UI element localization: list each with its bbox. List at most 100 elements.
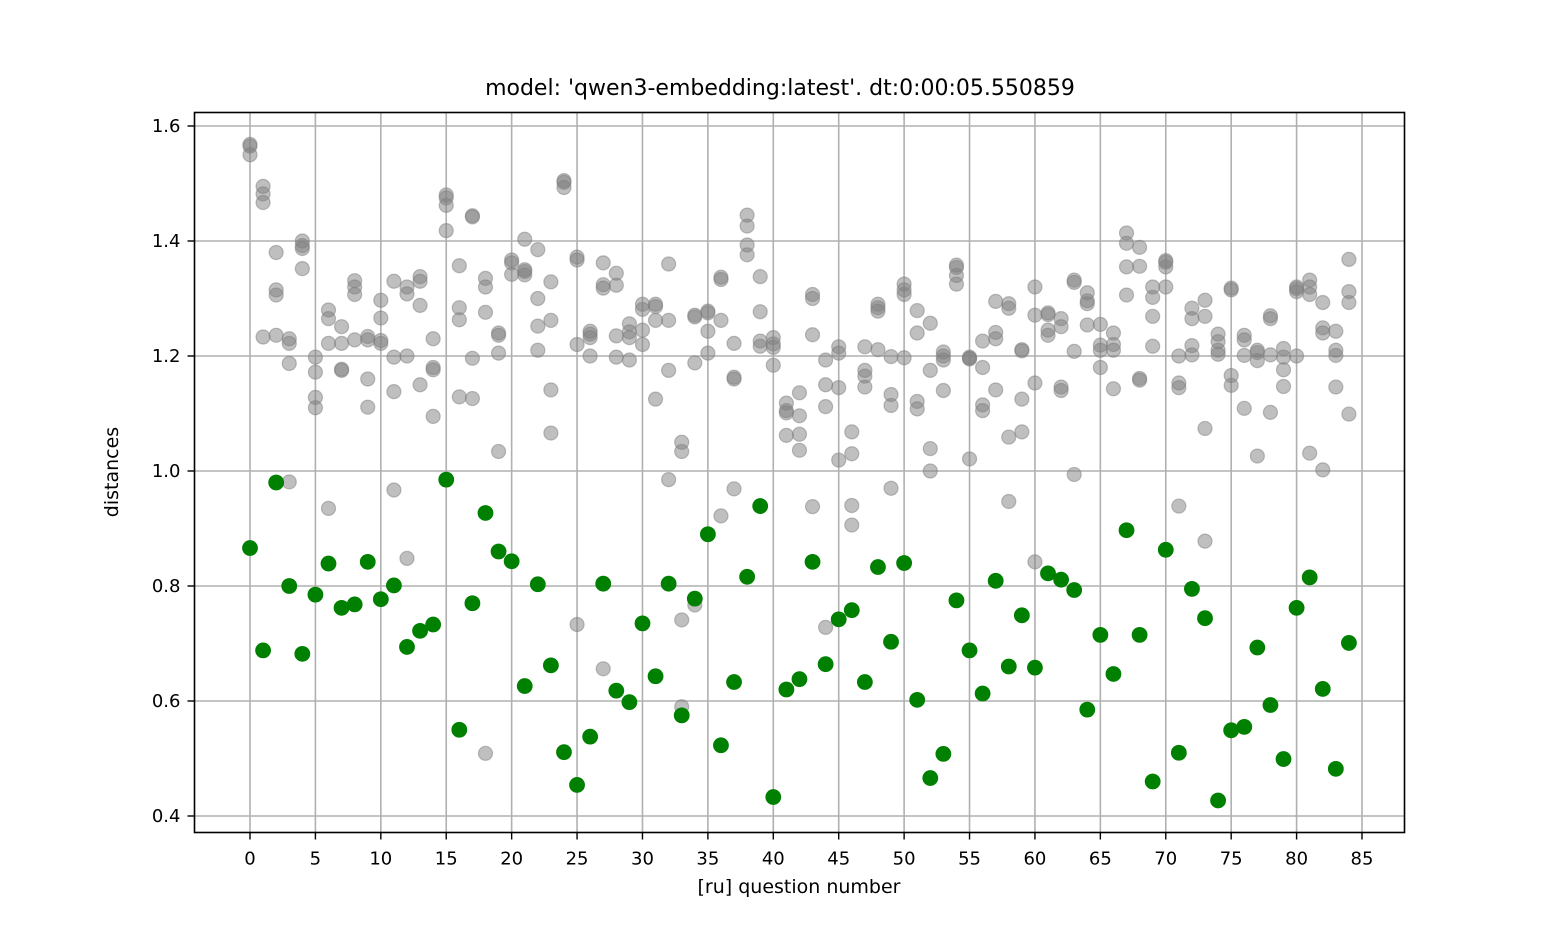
green-data-point	[529, 576, 546, 593]
gray-data-point	[791, 385, 808, 401]
gray-data-point	[1118, 235, 1135, 251]
gray-data-point	[661, 472, 677, 488]
gray-data-point	[739, 247, 755, 263]
green-data-point	[268, 474, 285, 491]
green-data-point	[686, 590, 703, 607]
gray-data-point	[608, 349, 624, 365]
gray-data-point	[412, 297, 428, 313]
green-data-point	[1027, 659, 1043, 676]
x-tick-label: 60	[1023, 849, 1046, 870]
x-tick-label: 30	[631, 849, 654, 870]
green-data-point	[1157, 541, 1174, 558]
gray-data-point	[242, 147, 258, 163]
gray-data-point	[870, 342, 886, 358]
gray-data-point	[268, 327, 284, 343]
gray-data-point	[464, 350, 480, 366]
green-data-point	[1053, 571, 1070, 588]
gray-data-point	[818, 377, 834, 393]
x-tick-label: 75	[1220, 849, 1243, 870]
gray-data-point	[412, 273, 428, 289]
green-data-point	[582, 728, 599, 745]
y-axis-ticks: 0.4 0.6 0.8 1.0 1.2 1.4 1.6	[152, 116, 195, 827]
x-tick-label: 15	[435, 849, 458, 870]
gray-data-point	[713, 271, 729, 288]
gray-data-point	[1328, 379, 1344, 395]
gray-data-point	[1092, 342, 1108, 358]
gray-data-point	[307, 349, 324, 365]
green-data-point	[948, 592, 965, 609]
gray-data-point	[360, 371, 376, 387]
gray-data-point	[700, 323, 716, 339]
gray-data-point	[661, 312, 677, 328]
gray-data-point	[804, 327, 821, 343]
green-data-point	[752, 498, 769, 514]
gray-data-point	[1302, 445, 1318, 461]
gray-data-point	[857, 339, 873, 355]
green-data-point	[922, 770, 939, 786]
gray-data-point	[477, 279, 494, 295]
gray-data-point	[1262, 311, 1279, 327]
green-data-point	[595, 575, 612, 592]
gray-data-point	[556, 179, 572, 196]
x-tick-label: 40	[762, 849, 785, 870]
gray-data-point	[1341, 294, 1357, 311]
green-data-point	[726, 674, 742, 690]
gray-data-point	[634, 301, 651, 318]
gray-data-point	[844, 424, 860, 440]
gray-data-point	[661, 362, 677, 378]
gray-data-point	[1262, 347, 1279, 363]
grid-lines	[194, 112, 1405, 833]
gray-data-point	[961, 351, 978, 367]
gray-data-point	[1053, 319, 1069, 335]
gray-data-point	[765, 357, 781, 373]
green-data-point	[542, 657, 559, 674]
gray-data-point	[1197, 533, 1213, 549]
gray-data-point	[1105, 342, 1122, 358]
green-data-point	[673, 707, 690, 724]
y-tick-label: 0.8	[152, 576, 181, 597]
gray-data-point	[713, 508, 729, 524]
green-data-point	[935, 746, 952, 762]
green-data-point	[1040, 565, 1056, 582]
gray-data-point	[360, 399, 376, 415]
green-data-point	[1197, 610, 1213, 627]
gray-data-point	[1223, 377, 1239, 393]
gray-data-point	[961, 451, 978, 467]
gray-data-point	[909, 325, 925, 341]
gray-data-point	[1105, 381, 1122, 397]
gray-data-point	[1223, 282, 1239, 298]
gray-data-point	[713, 312, 729, 328]
green-data-point	[1105, 666, 1122, 682]
gray-data-point	[765, 339, 781, 355]
gray-data-point	[307, 400, 324, 416]
gray-data-point	[1341, 406, 1357, 422]
gray-data-point	[1249, 448, 1265, 464]
green-data-point	[346, 596, 363, 613]
y-tick-label: 1.0	[152, 461, 181, 482]
gray-data-point	[1341, 251, 1357, 267]
gray-data-point	[294, 261, 310, 277]
gray-data-point	[831, 345, 847, 361]
gray-data-point	[922, 440, 938, 457]
gray-data-point	[281, 335, 297, 351]
green-data-point	[1341, 635, 1357, 651]
green-data-point	[490, 543, 507, 560]
gray-data-point	[1184, 311, 1200, 327]
green-data-point	[255, 642, 271, 659]
green-data-point	[477, 505, 494, 521]
green-data-point	[1301, 569, 1318, 586]
gray-data-point	[988, 382, 1004, 398]
gray-data-point	[438, 223, 454, 239]
gray-data-point	[1288, 348, 1305, 364]
gray-data-point	[909, 401, 925, 417]
x-tick-label: 50	[893, 849, 916, 870]
green-data-point	[464, 595, 481, 612]
gray-data-point	[1001, 300, 1017, 316]
green-data-point	[739, 568, 756, 585]
gray-data-point	[647, 312, 664, 328]
green-data-point	[1288, 599, 1305, 616]
gray-data-point	[1262, 404, 1279, 420]
gray-data-point	[1145, 289, 1161, 305]
gray-data-point	[1275, 362, 1292, 378]
green-data-point	[1170, 744, 1187, 761]
